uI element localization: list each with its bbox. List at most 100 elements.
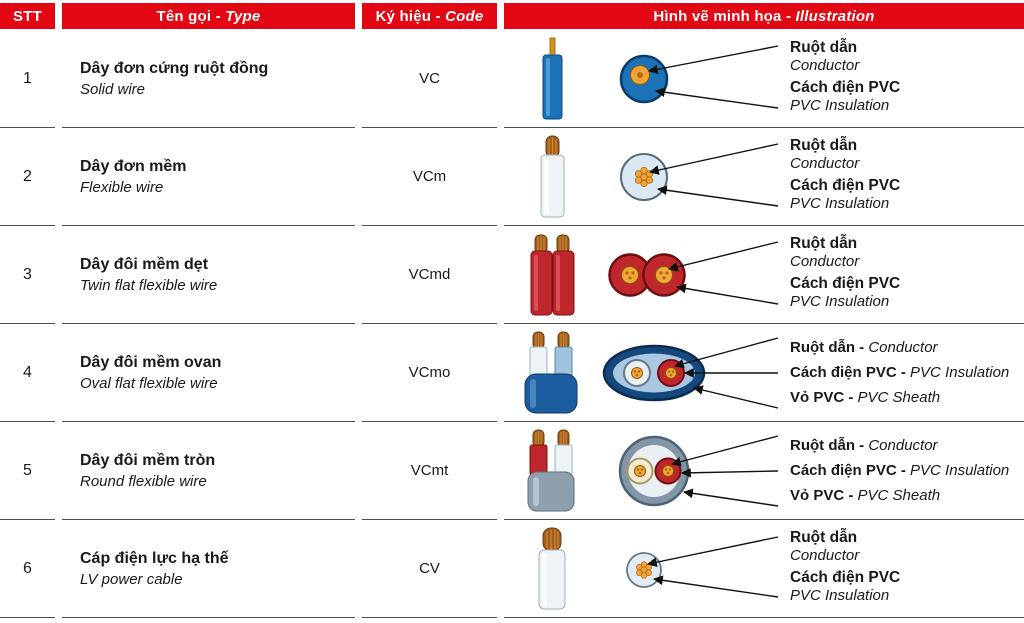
illustration-labels: Ruột dẫn Conductor Cách điện PVC PVC Ins… [790,128,1024,225]
header-type-en: Type [225,7,261,25]
label-conductor: Ruột dẫn - Conductor [790,437,1024,455]
label-en: Conductor [790,155,860,172]
label-conductor: Ruột dẫn - Conductor [790,339,1024,357]
label-insulation: Cách điện PVC PVC Insulation [790,177,1024,213]
label-vi: Ruột dẫn [790,137,858,154]
round-wire-3d-icon [527,429,575,511]
illustration-cell: Ruột dẫn Conductor Cách điện PVC PVC Ins… [504,520,1024,618]
header-illu-en: Illustration [795,7,875,25]
arrow-sheath [693,384,779,409]
wire-code: VCm [362,128,497,226]
wire-name-en: Round flexible wire [80,472,207,490]
illustration-cell: Ruột dẫn Conductor Cách điện PVC PVC Ins… [504,128,1024,226]
arrow-conductor [668,240,779,272]
table-row: 2 Dây đơn mềm Flexible wire VCm [0,128,1024,226]
label-en: PVC Insulation [790,587,890,604]
wire-name-vi: Dây đôi mềm dẹt [80,255,209,273]
label-en: PVC Insulation [790,97,890,114]
row-number: 1 [0,30,55,128]
label-vi: Ruột dẫn [790,529,858,546]
wire-name: Dây đôi mềm dẹt Twin flat flexible wire [62,226,355,324]
cross-section-icon [620,142,779,207]
label-insulation: Cách điện PVC - PVC Insulation [790,462,1024,480]
arrow-insulation [676,283,779,305]
wire-code: VCmt [362,422,497,520]
table-row: 1 Dây đơn cứng ruột đồng Solid wire VC R… [0,30,1024,128]
row-number: 6 [0,520,55,618]
illustration-cell: Ruột dẫn - Conductor Cách điện PVC - PVC… [504,324,1024,422]
illustration-cell: Ruột dẫn Conductor Cách điện PVC PVC Ins… [504,226,1024,324]
label-en: PVC Sheath [857,388,941,406]
header-type-vi: Tên gọi [156,7,212,25]
table-row: 6 Cáp điện lực hạ thế LV power cable CV [0,520,1024,618]
twin-flat-wire-3d-icon [530,234,575,315]
header-code: Ký hiệu - Code [362,3,497,29]
label-en: PVC Insulation [910,363,1010,381]
header-separator: - [431,7,446,25]
label-vi: Ruột dẫn [790,235,858,252]
arrow-insulation [653,574,779,598]
label-vi: Cách điện PVC [790,363,897,381]
wire-name: Dây đơn mềm Flexible wire [62,128,355,226]
label-separator: - [855,436,869,454]
label-en: PVC Insulation [790,195,890,212]
header-stt-label: STT [13,7,42,25]
label-vi: Vỏ PVC [790,388,845,406]
illustration-labels: Ruột dẫn Conductor Cách điện PVC PVC Ins… [790,520,1024,617]
table-row: 5 Dây đôi mềm tròn Round flexible wire V… [0,422,1024,520]
arrow-conductor [648,44,779,74]
label-insulation: Cách điện PVC PVC Insulation [790,275,1024,311]
table-row: 4 Dây đôi mềm ovan Oval flat flexible wi… [0,324,1024,422]
arrow-sheath [683,487,779,507]
wire-name-vi: Dây đôi mềm ovan [80,353,222,371]
label-conductor: Ruột dẫn Conductor [790,235,1024,271]
label-sheath: Vỏ PVC - PVC Sheath [790,487,1024,505]
label-en: Conductor [868,436,938,454]
label-conductor: Ruột dẫn Conductor [790,39,1024,75]
wire-name: Dây đôi mềm tròn Round flexible wire [62,422,355,520]
illustration-labels: Ruột dẫn Conductor Cách điện PVC PVC Ins… [790,226,1024,323]
wire-name-en: Solid wire [80,80,146,98]
header-stt: STT [0,3,55,29]
flexible-wire-3d-icon [540,135,565,217]
row-number: 2 [0,128,55,226]
arrow-insulation [681,467,779,478]
header-code-vi: Ký hiệu [375,7,432,25]
label-conductor: Ruột dẫn Conductor [790,529,1024,565]
label-vi: Ruột dẫn [790,436,855,454]
label-insulation: Cách điện PVC PVC Insulation [790,569,1024,605]
arrow-conductor [647,535,779,567]
label-vi: Ruột dẫn [790,39,858,56]
wire-name-en: Oval flat flexible wire [80,374,218,392]
wire-name-vi: Dây đơn mềm [80,157,187,175]
label-en: Conductor [790,547,860,564]
label-vi: Vỏ PVC [790,486,845,504]
row-number: 5 [0,422,55,520]
label-en: Conductor [790,57,860,74]
label-sheath: Vỏ PVC - PVC Sheath [790,389,1024,407]
power-cable-3d-icon [538,527,566,609]
wire-name: Dây đôi mềm ovan Oval flat flexible wire [62,324,355,422]
label-insulation: Cách điện PVC - PVC Insulation [790,364,1024,382]
header-type: Tên gọi - Type [62,3,355,29]
wire-name-vi: Dây đơn cứng ruột đồng [80,59,269,77]
header-code-en: Code [445,7,484,25]
illustration-labels: Ruột dẫn - Conductor Cách điện PVC - PVC… [790,324,1024,421]
wire-name-vi: Cáp điện lực hạ thế [80,549,229,567]
label-en: Conductor [868,338,938,356]
label-vi: Cách điện PVC [790,177,901,194]
solid-wire-3d-icon [542,37,563,119]
label-separator: - [855,338,869,356]
wire-name-en: Twin flat flexible wire [80,276,218,294]
label-separator: - [896,363,911,381]
label-separator: - [844,486,858,504]
arrow-conductor [674,336,779,368]
cross-section-icon [626,535,779,598]
label-conductor: Ruột dẫn Conductor [790,137,1024,173]
label-separator: - [896,461,911,479]
wire-name-en: Flexible wire [80,178,164,196]
wire-types-table: STT Tên gọi - Type Ký hiệu - Code Hình v… [0,3,1024,618]
label-vi: Ruột dẫn [790,338,855,356]
wire-name: Cáp điện lực hạ thế LV power cable [62,520,355,618]
oval-wire-3d-icon [524,331,578,413]
